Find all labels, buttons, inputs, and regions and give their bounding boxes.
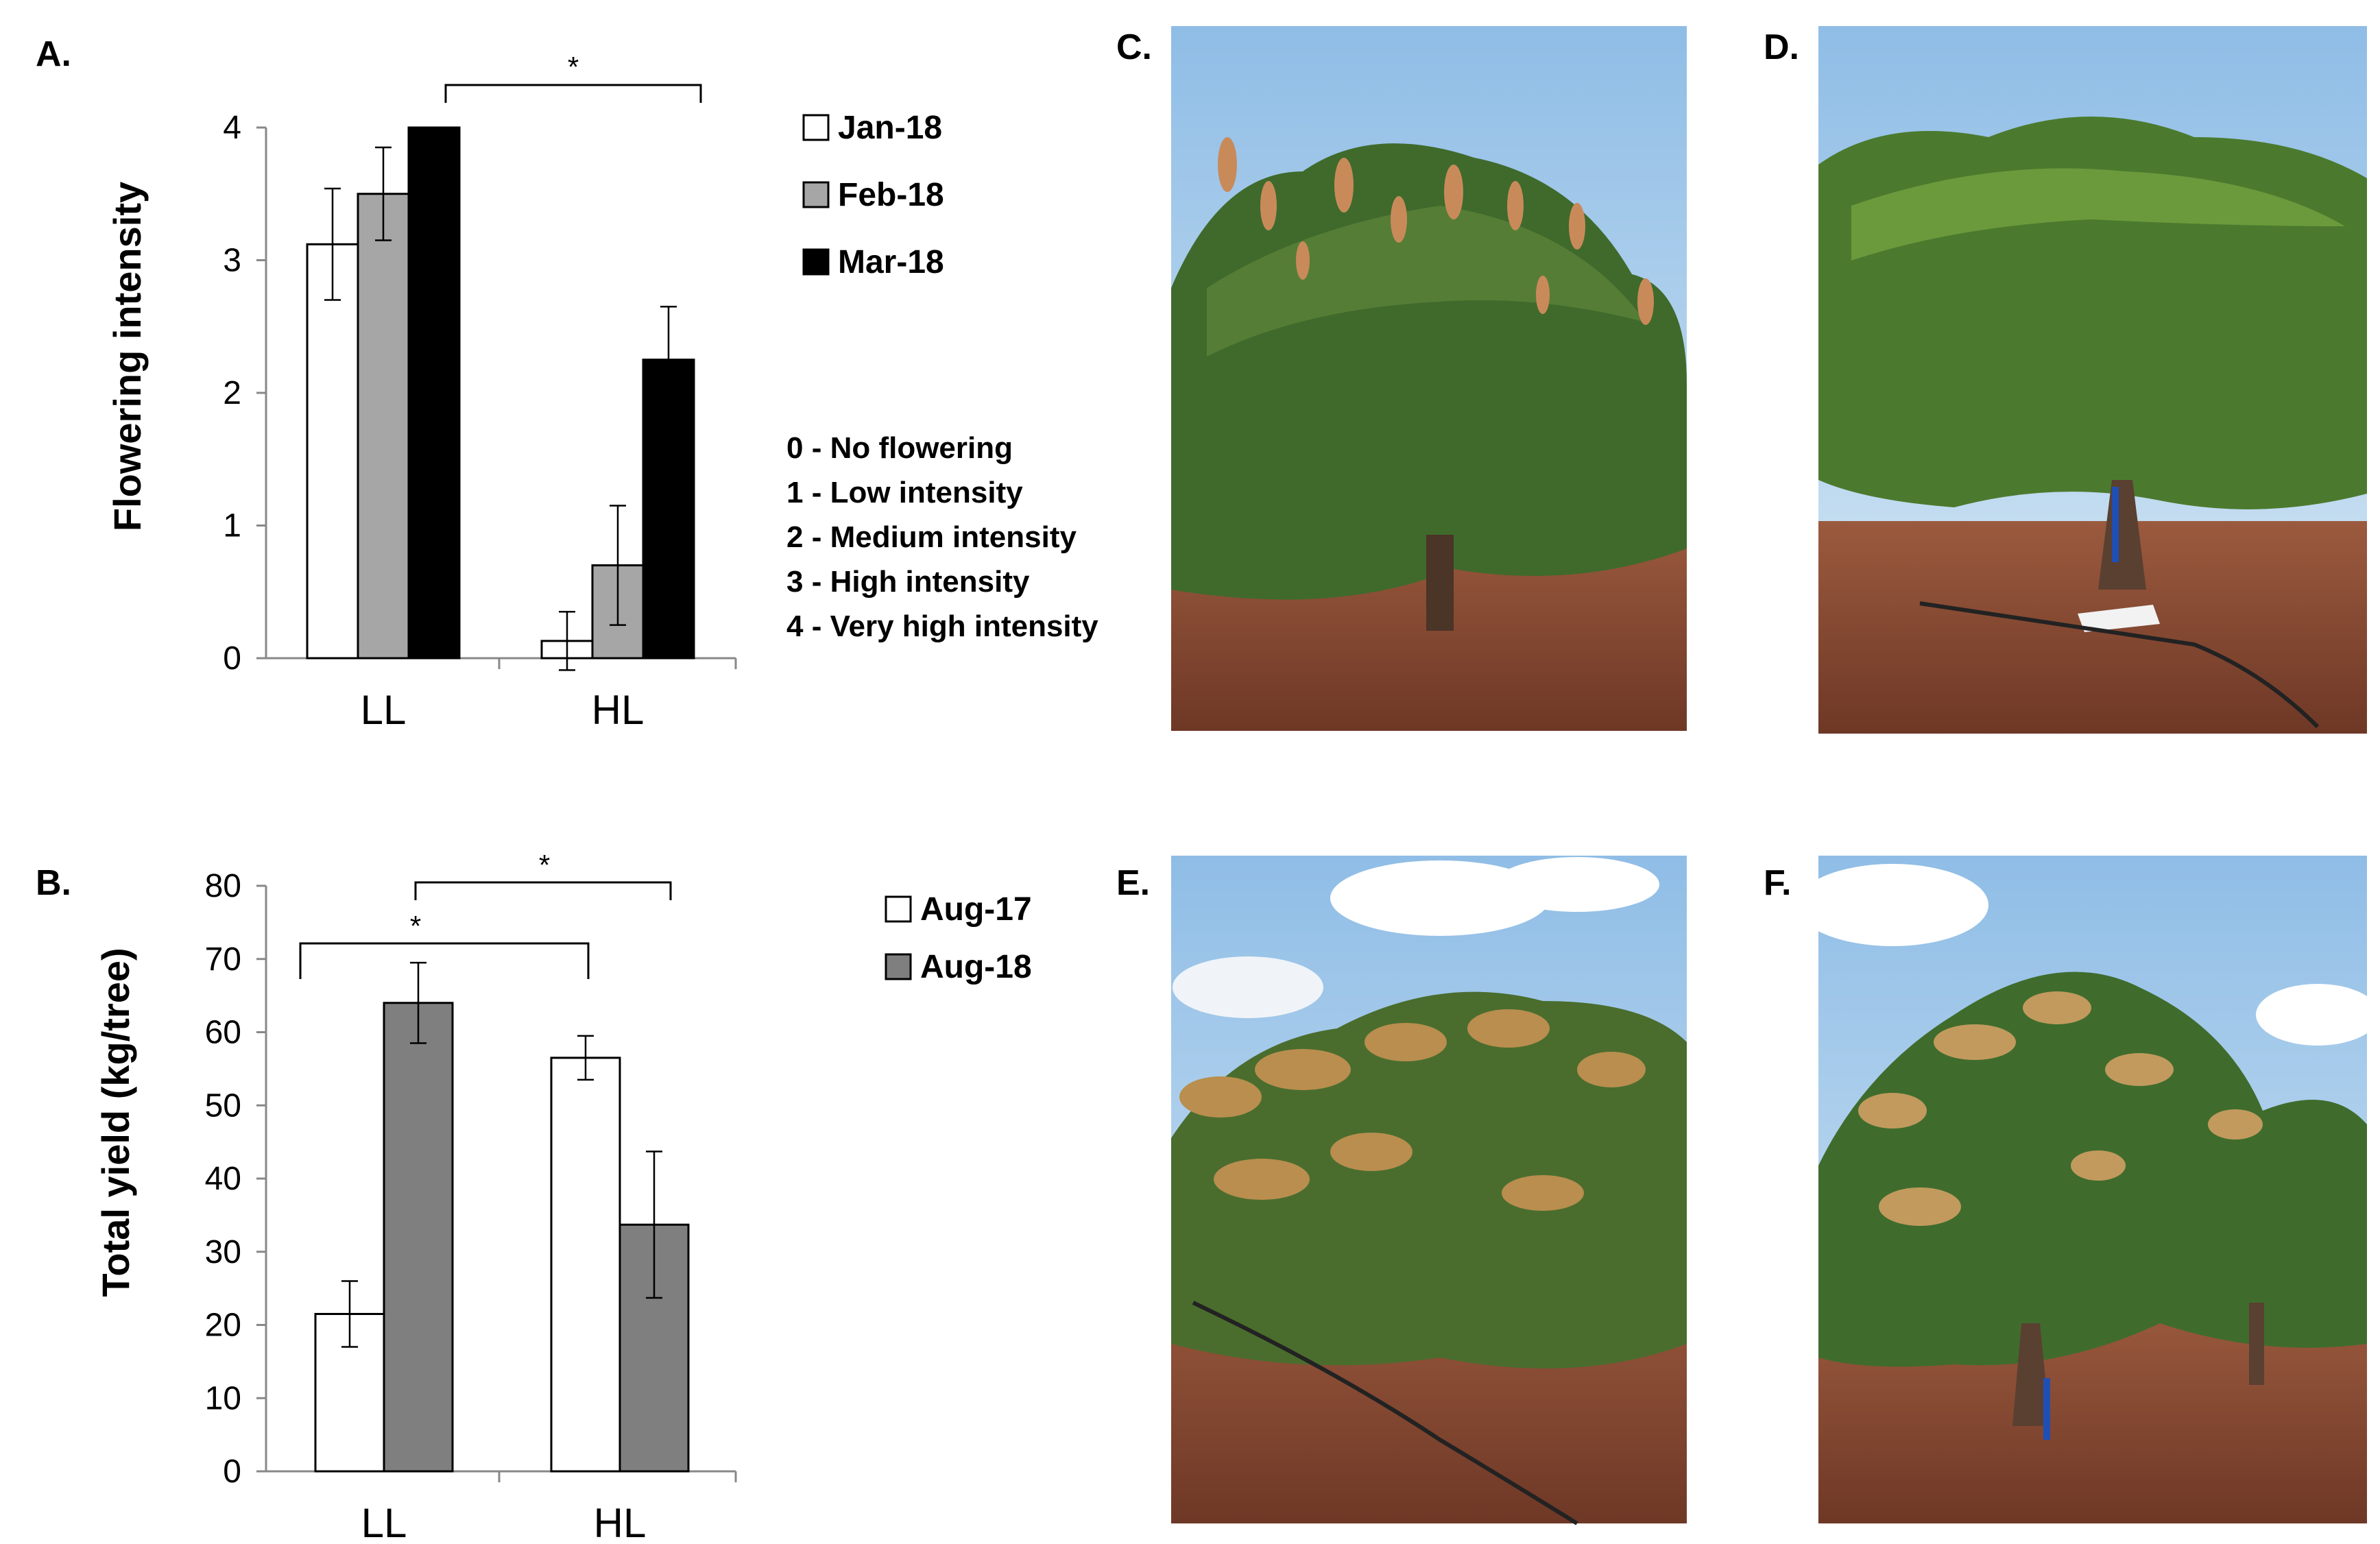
y-tick-label: 1 <box>223 508 241 544</box>
legend-label-jan-18: Jan-18 <box>838 110 942 146</box>
panel-e: E. <box>1116 856 1687 1525</box>
legend-swatch-feb-18 <box>802 181 830 208</box>
legend-label-mar-18: Mar-18 <box>838 244 944 280</box>
x-categories-a: LL HL <box>361 687 645 733</box>
flowering-mango-tree-photo <box>1171 856 1687 1525</box>
y-ticks-b: 0 10 20 30 40 50 60 70 80 <box>205 868 241 1490</box>
y-tick-label: 0 <box>223 640 241 677</box>
photo-trunk <box>2249 1303 2264 1385</box>
significance-brackets-b: * * <box>299 849 672 979</box>
photo-blue-tag <box>2112 487 2119 562</box>
bracket-line <box>299 942 590 979</box>
y-tick-label: 10 <box>205 1380 241 1416</box>
scale-item: 3 - High intensity <box>786 565 1030 599</box>
y-axis-title-b: Total yield (kg/tree) <box>94 948 137 1296</box>
photo-foliage-highlight <box>1207 206 1646 357</box>
panel-label-e: E. <box>1116 863 1150 903</box>
photo-cloud <box>1796 864 1988 946</box>
photo-foliage-highlight <box>1851 168 2345 261</box>
photo-trunk <box>1426 535 1454 631</box>
legend-swatch-mar-18 <box>802 248 830 276</box>
y-axis-title-a: Flowering intensity <box>106 182 149 531</box>
photo-irrigation-pipe <box>1192 1301 1578 1525</box>
bar-ll-feb-18 <box>357 193 410 660</box>
bars-a <box>306 126 695 671</box>
y-tick-label: 0 <box>223 1453 241 1490</box>
photo-cloud <box>1495 857 1659 912</box>
photo-cloud <box>1173 956 1323 1018</box>
x-category-label: LL <box>361 687 407 733</box>
y-tick-label: 20 <box>205 1307 241 1344</box>
panel-label-c: C. <box>1116 27 1152 67</box>
bracket-line <box>414 881 672 900</box>
photo-flower-panicles <box>1179 1009 1646 1211</box>
bar-ll-mar-18 <box>407 126 461 660</box>
significance-bracket-a: * <box>444 51 702 103</box>
photo-irrigation-pipe <box>1919 601 2320 729</box>
scale-item: 1 - Low intensity <box>786 476 1023 509</box>
photo-flower-panicles <box>1858 991 2263 1226</box>
y-tick-label: 60 <box>205 1015 241 1051</box>
flowering-mango-tree-photo <box>1171 26 1687 731</box>
y-tick-label: 2 <box>223 375 241 411</box>
panel-b: B. Total yield (kg/tree) 0 10 20 30 40 5… <box>36 849 1032 1544</box>
x-category-label: LL <box>361 1500 407 1544</box>
significance-star: * <box>539 849 550 881</box>
y-tick-label: 3 <box>223 243 241 279</box>
bar-ll-aug-18 <box>383 1002 454 1473</box>
flowering-mango-tree-photo <box>1796 856 2379 1523</box>
panel-label-f: F. <box>1764 863 1791 903</box>
legend-label-aug-18: Aug-18 <box>920 949 1032 985</box>
legend-label-feb-18: Feb-18 <box>838 177 944 213</box>
panel-label-a: A. <box>36 34 71 74</box>
panel-a: A. Flowering intensity 0 1 2 3 4 LL HL *… <box>36 34 1098 733</box>
x-category-label: HL <box>592 687 645 733</box>
photo-trunk <box>2012 1323 2050 1426</box>
scale-item: 2 - Medium intensity <box>786 520 1077 554</box>
y-tick-label: 40 <box>205 1161 241 1197</box>
x-categories-b: LL HL <box>361 1500 647 1544</box>
legend-swatch-aug-17 <box>885 895 912 923</box>
panel-label-b: B. <box>36 863 71 903</box>
scale-item: 4 - Very high intensity <box>786 610 1098 643</box>
photo-flower-panicles <box>1218 137 1654 325</box>
panel-d: D. <box>1764 26 2367 734</box>
legend-swatch-jan-18 <box>802 114 830 141</box>
significance-star: * <box>568 51 579 83</box>
y-tick-label: 4 <box>223 110 241 146</box>
bar-ll-jan-18 <box>306 243 359 660</box>
y-tick-label: 50 <box>205 1087 241 1124</box>
photo-cloud <box>1330 860 1550 936</box>
y-tick-label: 30 <box>205 1234 241 1270</box>
legend-swatch-aug-18 <box>885 953 912 980</box>
panel-label-d: D. <box>1764 27 1799 67</box>
photo-white-board <box>2078 605 2160 632</box>
legend-a: Jan-18 Feb-18 Mar-18 <box>802 110 944 280</box>
bar-hl-aug-17 <box>550 1057 621 1473</box>
legend-b: Aug-17 Aug-18 <box>885 891 1032 985</box>
y-tick-label: 70 <box>205 941 241 978</box>
non-flowering-mango-tree-photo <box>1818 26 2367 734</box>
panel-c: C. <box>1116 26 1687 731</box>
bracket-line <box>444 84 702 103</box>
y-ticks-a: 0 1 2 3 4 <box>223 110 241 677</box>
significance-star: * <box>410 910 421 942</box>
intensity-scale-legend: 0 - No flowering 1 - Low intensity 2 - M… <box>786 431 1098 643</box>
photo-cloud <box>2256 984 2379 1046</box>
photo-trunk <box>2098 480 2146 590</box>
legend-label-aug-17: Aug-17 <box>920 891 1032 928</box>
panel-f: F. <box>1764 856 2379 1523</box>
y-tick-label: 80 <box>205 868 241 904</box>
photo-blue-tag <box>2043 1378 2050 1440</box>
bars-b <box>314 961 690 1473</box>
x-category-label: HL <box>594 1500 647 1544</box>
scale-item: 0 - No flowering <box>786 431 1013 465</box>
